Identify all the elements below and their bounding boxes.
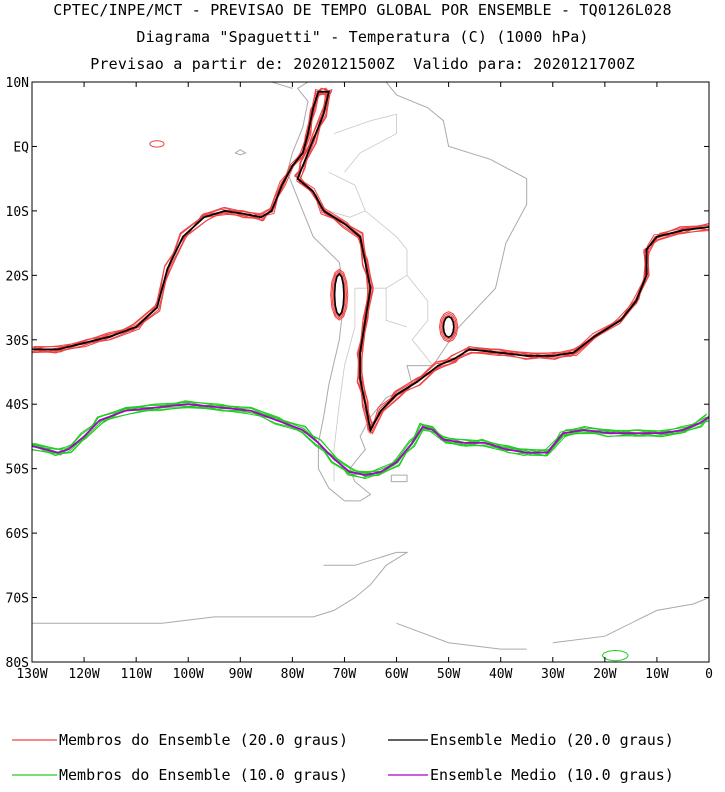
country-border	[328, 210, 408, 289]
ensemble-members-20-layer	[32, 87, 709, 435]
legend-label: Ensemble Medio (10.0 graus)	[430, 766, 674, 784]
lon-tick-label: 50W	[437, 667, 461, 682]
coastline-segment	[552, 597, 709, 644]
lat-tick-label: 40S	[6, 398, 29, 413]
lon-tick-label: 110W	[120, 667, 151, 682]
lon-tick-label: 120W	[68, 667, 99, 682]
member-20-contour	[34, 87, 709, 434]
mean-10-contour	[32, 403, 709, 477]
member-20-contour	[32, 87, 709, 432]
lon-tick-label: 80W	[281, 667, 305, 682]
lat-tick-label: 30S	[6, 334, 29, 349]
member-10-contour	[32, 400, 709, 479]
country-border	[406, 275, 434, 366]
member-20-closed-contour	[330, 268, 349, 321]
ensemble-members-10-layer	[32, 400, 709, 662]
lat-tick-label: 60S	[6, 527, 29, 542]
map-frame	[31, 81, 710, 663]
coastline-segment	[396, 622, 527, 650]
member-20-closed-contour	[438, 311, 459, 343]
member-20-contour	[34, 91, 709, 430]
mean-20-closed-contour	[442, 315, 455, 339]
coastline-segment	[270, 82, 293, 89]
member-20-contour	[33, 89, 709, 429]
lat-tick-label: 50S	[6, 463, 29, 478]
lon-tick-label: 70W	[333, 667, 357, 682]
lon-tick-label: 100W	[173, 667, 204, 682]
coastline-segment	[286, 82, 528, 502]
mean-20-contour	[32, 90, 709, 433]
member-20-closed-contour	[332, 271, 346, 318]
coastline-segment	[390, 474, 408, 483]
lon-tick-label: 10W	[645, 667, 669, 682]
lon-tick-label: 30W	[541, 667, 565, 682]
lat-tick-label: 10N	[6, 76, 29, 91]
country-border	[328, 171, 366, 212]
member-10-contour	[32, 406, 707, 476]
chart-subtitle: Diagrama "Spaguetti" - Temperatura (C) (…	[136, 28, 589, 46]
country-border	[385, 288, 408, 328]
lat-tick-label: EQ	[13, 140, 29, 155]
ensemble-mean-layer	[32, 90, 709, 477]
coastline-segment	[234, 149, 247, 156]
chart-title: CPTEC/INPE/MCT - PREVISAO DE TEMPO GLOBA…	[53, 1, 672, 19]
member-20-closed-contour	[441, 314, 456, 340]
forecast-validity: Previsao a partir de: 2020121500Z Valido…	[90, 55, 635, 73]
lat-tick-label: 80S	[6, 656, 29, 671]
member-20-contour	[32, 87, 708, 430]
member-10-contour	[33, 404, 709, 473]
lon-tick-label: 40W	[489, 667, 513, 682]
member-20-closed-contour	[440, 312, 457, 341]
legend: Membros do Ensemble (20.0 graus) Ensemble…	[12, 731, 674, 784]
legend-label: Membros do Ensemble (10.0 graus)	[59, 766, 348, 784]
member-20-closed-contour	[149, 140, 165, 148]
coastline-layer	[32, 82, 709, 650]
lon-tick-label: 0	[705, 667, 713, 682]
lon-tick-label: 60W	[385, 667, 409, 682]
member-10-contour	[34, 401, 709, 476]
lat-tick-label: 70S	[6, 592, 29, 607]
member-20-contour	[32, 88, 709, 435]
member-10-contour	[32, 401, 709, 480]
member-10-closed-contour	[601, 649, 629, 662]
lat-tick-label: 10S	[6, 205, 29, 220]
lon-tick-label: 90W	[229, 667, 253, 682]
legend-label: Ensemble Medio (20.0 graus)	[430, 731, 674, 749]
mean-20-closed-contour	[333, 272, 345, 317]
lat-tick-label: 20S	[6, 269, 29, 284]
member-20-closed-contour	[331, 270, 347, 320]
lon-tick-label: 20W	[593, 667, 617, 682]
legend-label: Membros do Ensemble (20.0 graus)	[59, 731, 348, 749]
lon-tick-label: 130W	[16, 667, 47, 682]
coastline-segment	[32, 551, 409, 624]
country-border	[333, 113, 397, 173]
